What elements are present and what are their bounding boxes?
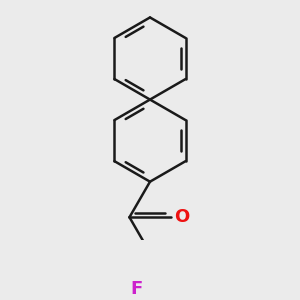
Text: O: O <box>174 208 189 226</box>
Text: F: F <box>130 280 143 298</box>
